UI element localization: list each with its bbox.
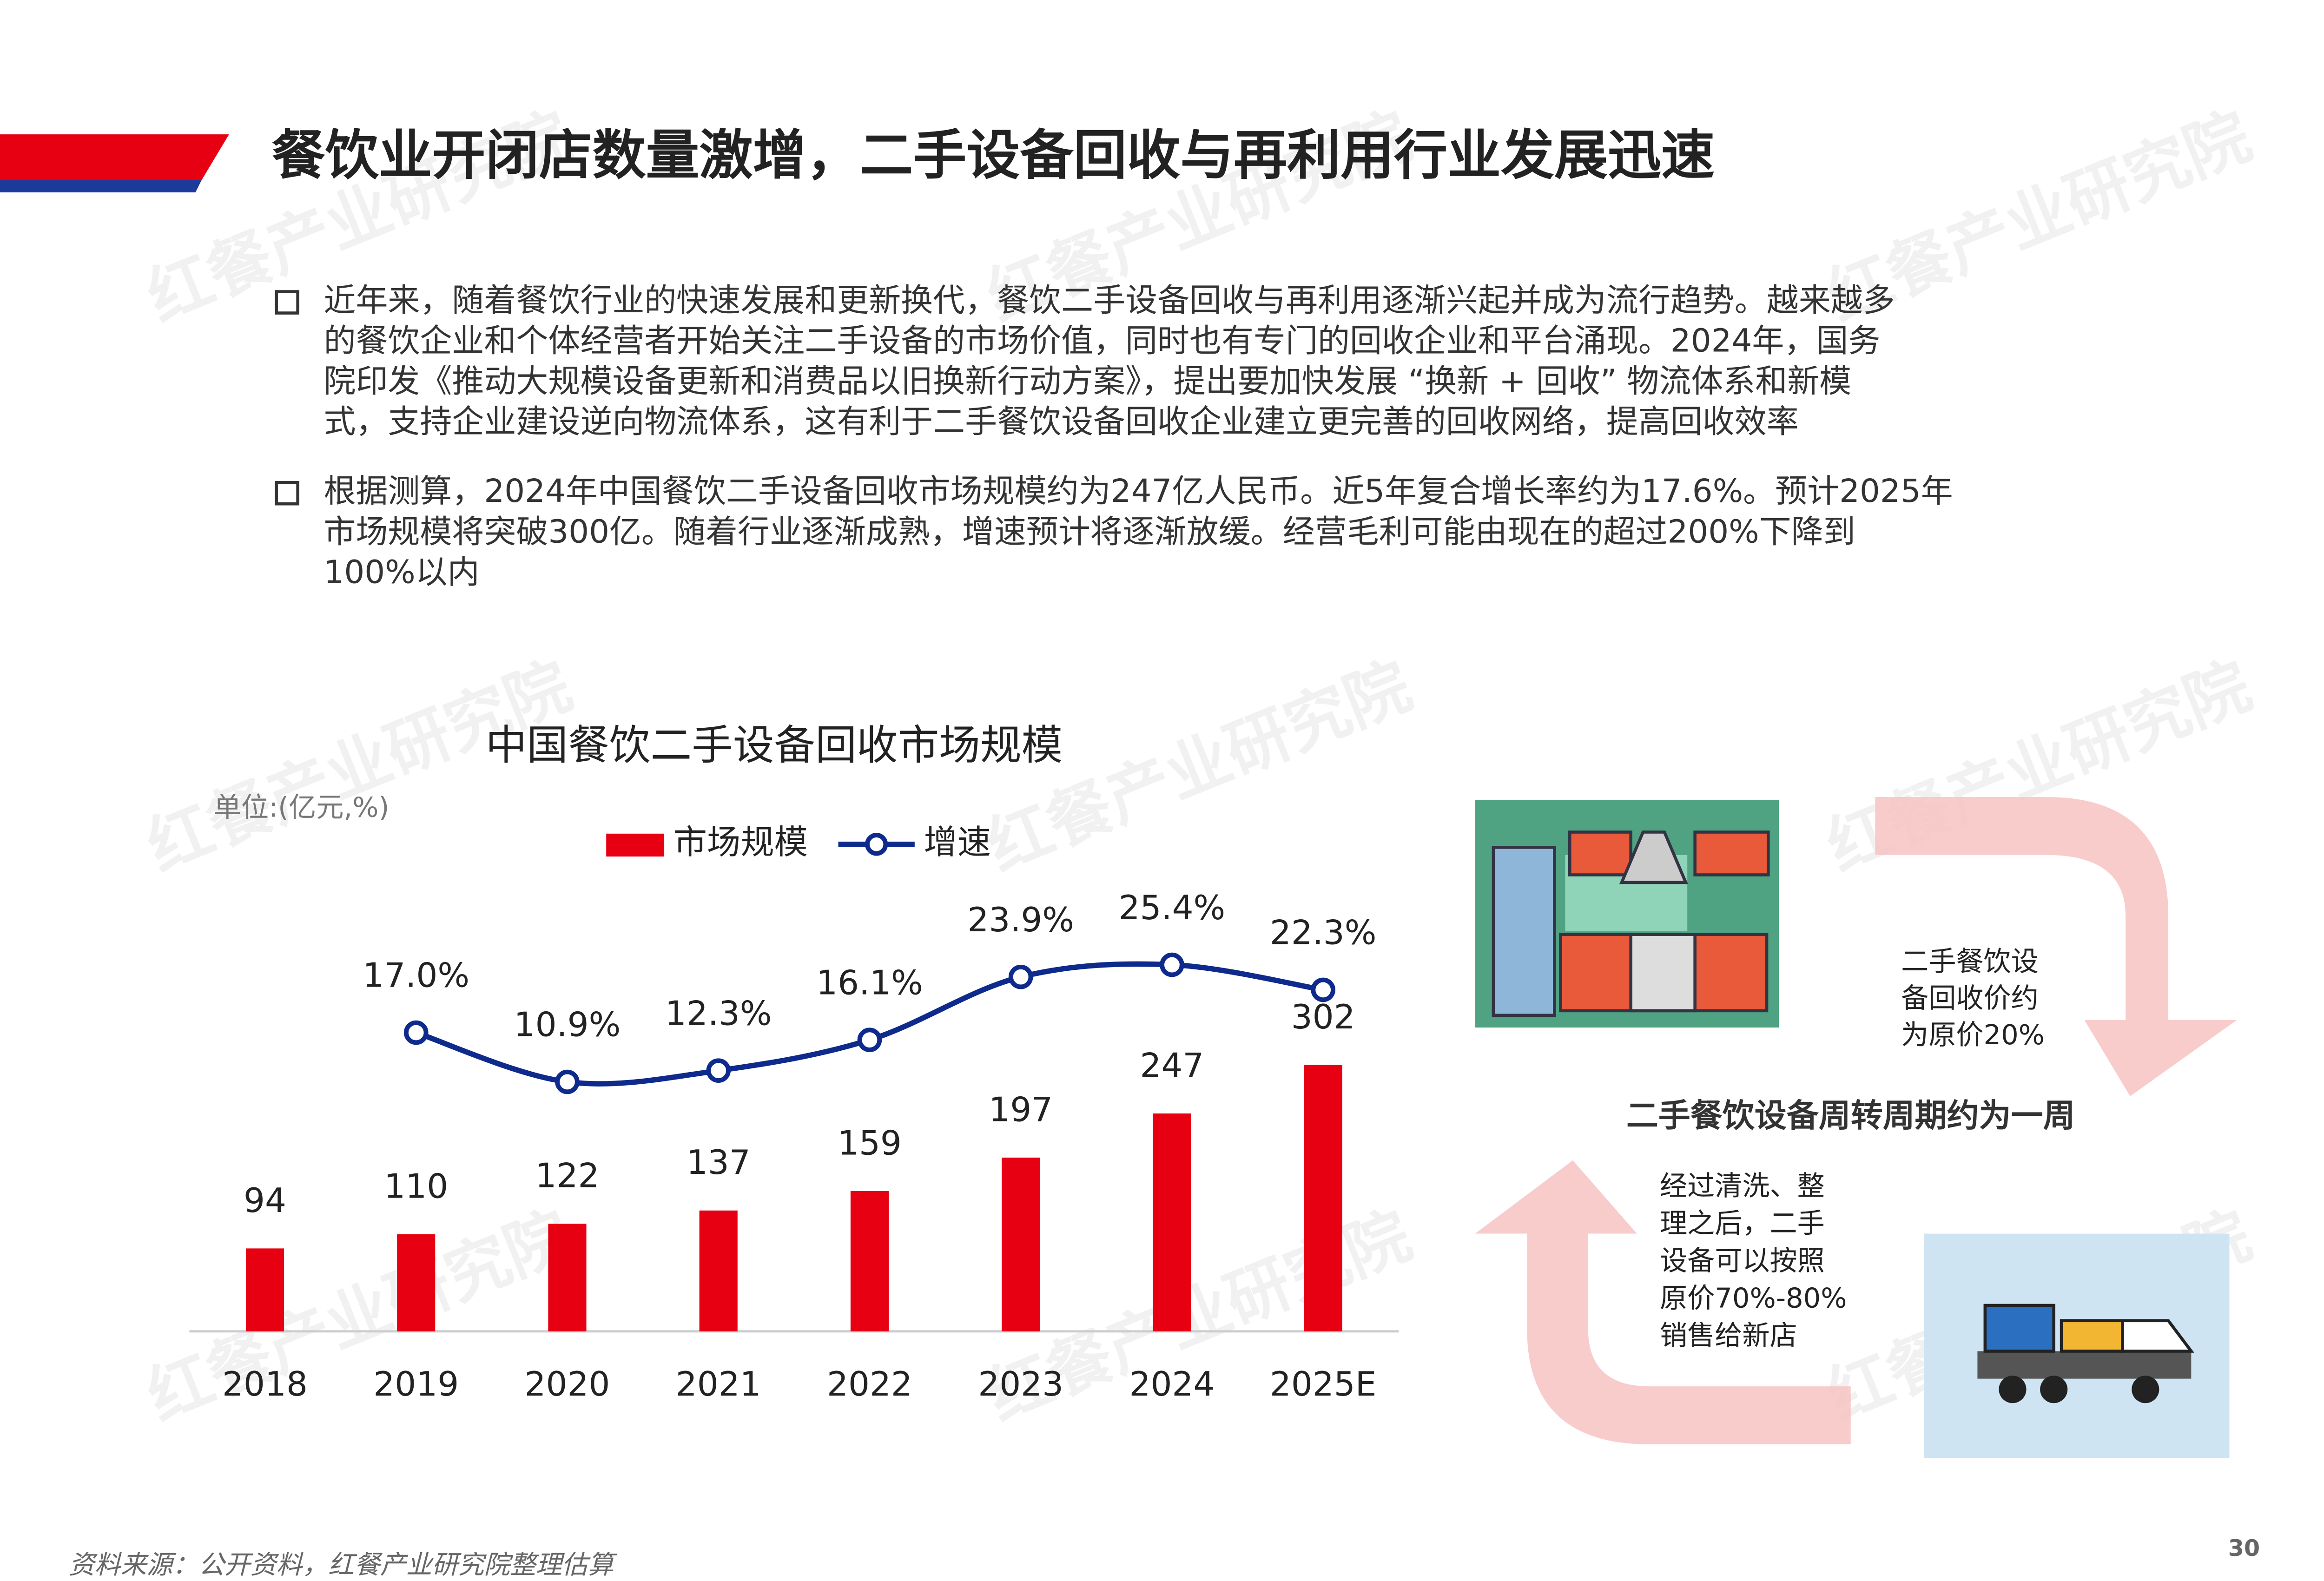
x-tick-label: 2022 bbox=[827, 1365, 912, 1404]
bar bbox=[245, 1248, 284, 1331]
bullet-text: 100%以内 bbox=[324, 553, 479, 591]
legend-label: 增速 bbox=[924, 823, 991, 862]
line-label: 22.3% bbox=[1270, 914, 1377, 953]
bar-label: 94 bbox=[244, 1181, 286, 1220]
note: 为原价20% bbox=[1901, 1019, 2045, 1051]
cycle-label: 二手餐饮设备周转周期约为一周 bbox=[1626, 1097, 2075, 1134]
page-number: 30 bbox=[2228, 1535, 2260, 1561]
chart-title: 中国餐饮二手设备回收市场规模 bbox=[486, 721, 1063, 769]
line-point bbox=[1008, 964, 1033, 989]
bar-label: 197 bbox=[989, 1090, 1053, 1129]
bullet-marker bbox=[275, 290, 299, 315]
bar bbox=[1304, 1065, 1342, 1331]
bar bbox=[850, 1191, 889, 1331]
line-label: 23.9% bbox=[967, 901, 1074, 940]
line-point bbox=[1160, 952, 1184, 977]
bullet-text: 的餐饮企业和个体经营者开始关注二手设备的市场价值，同时也有专门的回收企业和平台涌… bbox=[324, 323, 1880, 360]
line-label: 12.3% bbox=[665, 994, 772, 1033]
note: 设备可以按照 bbox=[1660, 1245, 1825, 1277]
header-bar-blue bbox=[0, 180, 202, 193]
x-tick-label: 2024 bbox=[1129, 1365, 1215, 1404]
bar bbox=[699, 1210, 738, 1331]
source: 资料来源：公开资料，红餐产业研究院整理估算 bbox=[69, 1550, 618, 1580]
line-point bbox=[857, 1028, 882, 1052]
line-point bbox=[403, 1020, 429, 1045]
line-point bbox=[706, 1058, 731, 1083]
header-bar bbox=[0, 134, 229, 180]
bar bbox=[548, 1224, 587, 1331]
bullet-text: 根据测算，2024年中国餐饮二手设备回收市场规模约为247亿人民币。近5年复合增… bbox=[324, 473, 1953, 510]
bullet-text: 市场规模将突破300亿。随着行业逐渐成熟，增速预计将逐渐放缓。经营毛利可能由现在… bbox=[324, 513, 1855, 550]
bar bbox=[397, 1234, 436, 1331]
bullets: 近年来，随着餐饮行业的快速发展和更新换代，餐饮二手设备回收与再利用逐渐兴起并成为… bbox=[275, 282, 1953, 591]
line-point bbox=[1311, 977, 1335, 1002]
bullet-marker bbox=[275, 481, 299, 506]
x-tick-label: 2021 bbox=[676, 1365, 761, 1404]
bullet-text: 式，支持企业建设逆向物流体系，这有利于二手餐饮设备回收企业建立更完善的回收网络，… bbox=[324, 403, 1798, 441]
title: 餐饮业开闭店数量激增，二手设备回收与再利用行业发展迅速 bbox=[272, 124, 1715, 186]
arrow-top bbox=[1875, 797, 2237, 1096]
x-tick-label: 2023 bbox=[978, 1365, 1063, 1404]
x-tick-label: 2020 bbox=[525, 1365, 610, 1404]
bullet-text: 近年来，随着餐饮行业的快速发展和更新换代，餐饮二手设备回收与再利用逐渐兴起并成为… bbox=[324, 282, 1895, 319]
line-label: 10.9% bbox=[514, 1006, 621, 1045]
line-label: 17.0% bbox=[363, 956, 469, 995]
bar-label: 110 bbox=[384, 1167, 448, 1206]
bar bbox=[1153, 1113, 1191, 1331]
chart-unit: 单位:(亿元,%) bbox=[214, 791, 390, 823]
line-label: 25.4% bbox=[1119, 889, 1226, 928]
bar-label: 137 bbox=[687, 1143, 751, 1182]
bar bbox=[1002, 1157, 1040, 1331]
note: 原价70%-80% bbox=[1660, 1282, 1847, 1314]
bar-label: 122 bbox=[535, 1157, 600, 1196]
legend-swatch bbox=[606, 833, 665, 857]
chart: 2018 2019 2020 2021 2022 2023 2024 2025E 94 110 12… bbox=[222, 823, 1376, 1404]
x-tick-label: 2019 bbox=[373, 1365, 459, 1404]
line-point bbox=[555, 1069, 580, 1094]
x-tick-label: 2025E bbox=[1270, 1365, 1377, 1404]
note: 理之后，二手 bbox=[1660, 1207, 1825, 1239]
note: 销售给新店 bbox=[1660, 1319, 1797, 1351]
arrow-bottom bbox=[1475, 1160, 1851, 1444]
bar-label: 247 bbox=[1140, 1046, 1204, 1085]
line-label: 16.1% bbox=[816, 963, 923, 1002]
bullet-text: 院印发《推动大规模设备更新和消费品以旧换新行动方案》，提出要加快发展 “换新 +… bbox=[324, 363, 1851, 400]
legend-label: 市场规模 bbox=[673, 823, 808, 862]
kitchen-image bbox=[1475, 800, 1779, 1028]
note: 备回收价约 bbox=[1901, 982, 2039, 1014]
note: 二手餐饮设 bbox=[1901, 945, 2039, 977]
truck-image bbox=[1924, 1233, 2230, 1458]
x-tick-label: 2018 bbox=[222, 1365, 308, 1404]
legend-swatch bbox=[865, 833, 888, 856]
bar-label: 159 bbox=[838, 1124, 902, 1163]
bar-label: 302 bbox=[1291, 998, 1355, 1037]
note: 经过清洗、整 bbox=[1660, 1170, 1825, 1202]
